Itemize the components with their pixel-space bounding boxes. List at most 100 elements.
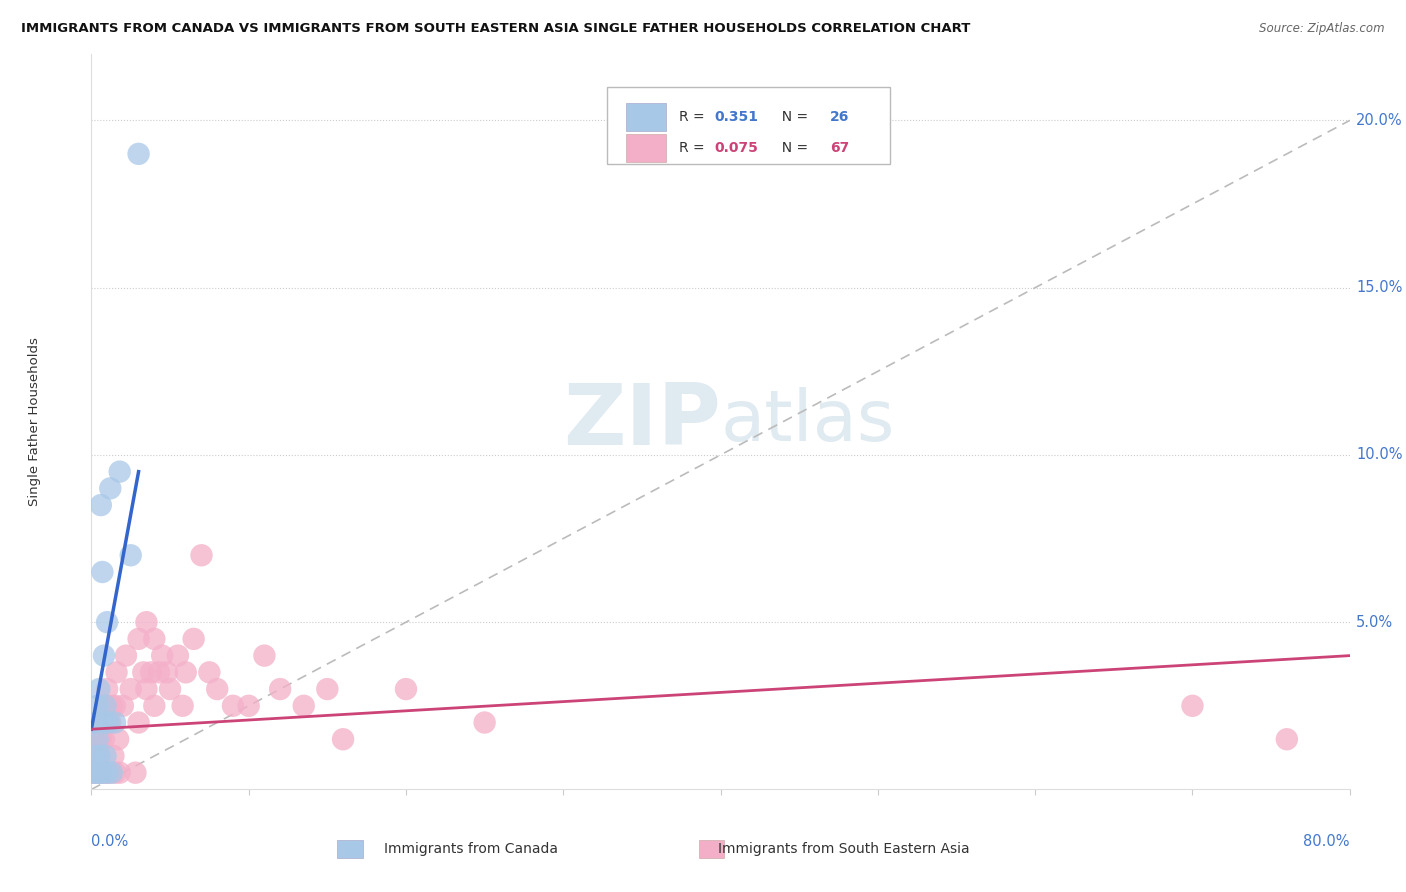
Point: [98, 482, 121, 496]
Point: [96, 615, 118, 630]
Point: [97, 715, 120, 730]
Point: [89, 749, 111, 764]
Point: [84, 765, 107, 780]
Text: 80.0%: 80.0%: [1303, 833, 1350, 848]
Point: [91, 715, 114, 730]
Point: [84, 749, 107, 764]
Point: [97, 765, 120, 780]
Point: [108, 765, 131, 780]
Point: [83, 749, 105, 764]
Point: [86, 698, 108, 713]
Point: [82, 765, 104, 780]
Point: [89, 749, 111, 764]
Text: 15.0%: 15.0%: [1355, 280, 1402, 295]
Point: [82, 765, 104, 780]
Text: R =: R =: [679, 110, 709, 124]
Point: [108, 465, 131, 479]
Point: [83, 749, 105, 764]
Point: [90, 498, 112, 512]
Point: [86, 765, 108, 780]
Point: [83, 765, 105, 780]
Point: [91, 765, 114, 780]
Point: [89, 681, 111, 696]
Point: [1275, 732, 1298, 747]
Point: [198, 665, 221, 680]
Point: [94, 698, 117, 713]
Point: [253, 648, 276, 663]
Text: Single Father Households: Single Father Households: [28, 337, 41, 506]
Text: IMMIGRANTS FROM CANADA VS IMMIGRANTS FROM SOUTH EASTERN ASIA SINGLE FATHER HOUSE: IMMIGRANTS FROM CANADA VS IMMIGRANTS FRO…: [21, 22, 970, 36]
Point: [159, 681, 181, 696]
Point: [93, 765, 115, 780]
Text: Immigrants from South Eastern Asia: Immigrants from South Eastern Asia: [718, 842, 969, 856]
Point: [83, 732, 105, 747]
Text: atlas: atlas: [720, 387, 896, 456]
Point: [222, 698, 245, 713]
Point: [205, 681, 228, 696]
Point: [93, 648, 115, 663]
Point: [89, 732, 111, 747]
Point: [104, 765, 127, 780]
Point: [96, 681, 118, 696]
Point: [174, 665, 197, 680]
Point: [96, 765, 118, 780]
Text: ZIP: ZIP: [562, 380, 720, 463]
Point: [120, 681, 142, 696]
Text: Source: ZipAtlas.com: Source: ZipAtlas.com: [1260, 22, 1385, 36]
Point: [86, 749, 108, 764]
Point: [141, 665, 163, 680]
Point: [132, 665, 155, 680]
Point: [292, 698, 315, 713]
Point: [135, 615, 157, 630]
Text: 26: 26: [830, 110, 849, 124]
FancyBboxPatch shape: [607, 87, 890, 164]
Point: [89, 765, 111, 780]
Point: [93, 732, 115, 747]
Point: [91, 765, 114, 780]
Point: [98, 715, 121, 730]
Point: [84, 765, 107, 780]
Point: [115, 648, 138, 663]
Text: 10.0%: 10.0%: [1355, 448, 1403, 462]
Point: [124, 765, 146, 780]
Point: [135, 681, 157, 696]
Point: [238, 698, 260, 713]
Point: [474, 715, 496, 730]
Point: [156, 665, 179, 680]
Point: [93, 715, 115, 730]
Point: [143, 632, 166, 646]
Point: [148, 665, 170, 680]
Point: [90, 765, 112, 780]
Point: [104, 715, 127, 730]
Text: 5.0%: 5.0%: [1355, 615, 1393, 630]
Point: [395, 681, 418, 696]
Text: 67: 67: [830, 141, 849, 154]
Text: Immigrants from Canada: Immigrants from Canada: [384, 842, 558, 856]
Point: [91, 565, 114, 579]
Point: [94, 749, 117, 764]
Point: [172, 698, 194, 713]
Point: [269, 681, 291, 696]
Point: [105, 665, 128, 680]
Point: [96, 765, 118, 780]
Point: [103, 749, 125, 764]
Point: [82, 749, 104, 764]
Point: [111, 698, 134, 713]
Point: [104, 698, 127, 713]
Point: [128, 632, 150, 646]
Point: [94, 698, 117, 713]
Point: [183, 632, 205, 646]
Point: [128, 715, 150, 730]
Point: [1181, 698, 1204, 713]
Point: [107, 732, 129, 747]
Point: [84, 732, 107, 747]
Text: 0.351: 0.351: [714, 110, 758, 124]
Point: [128, 146, 150, 161]
Point: [86, 715, 108, 730]
Text: 0.075: 0.075: [714, 141, 758, 154]
Point: [90, 765, 112, 780]
Text: N =: N =: [773, 141, 813, 154]
Point: [82, 732, 104, 747]
Point: [90, 732, 112, 747]
Point: [167, 648, 190, 663]
